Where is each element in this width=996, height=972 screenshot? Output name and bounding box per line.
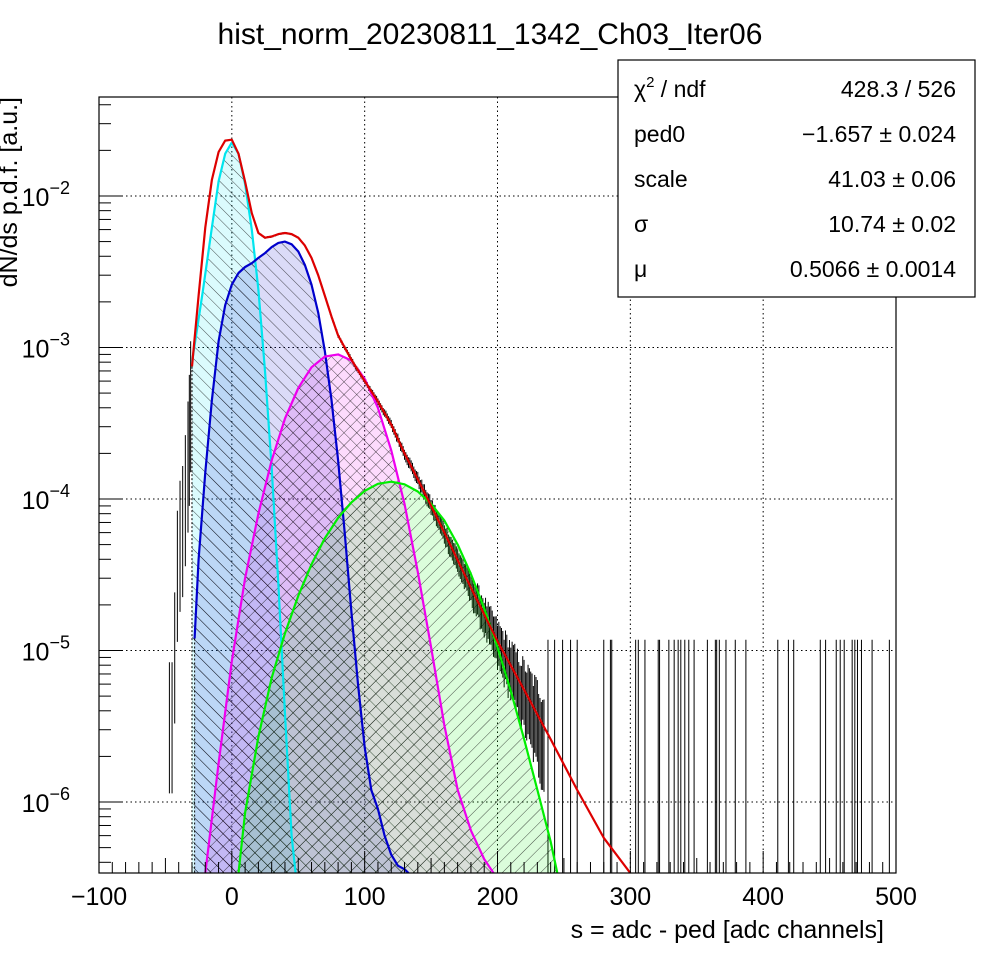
y-axis-label: dN/ds p.d.f. [a.u.] bbox=[0, 97, 23, 287]
stats-label: scale bbox=[634, 166, 688, 192]
y-axis-ticks: 10−6 10−5 10−4 10−3 10−2 bbox=[22, 104, 123, 863]
stats-label: χ2 / ndf bbox=[634, 74, 706, 102]
x-tick-label: 400 bbox=[742, 883, 784, 911]
fit-curve-3 bbox=[237, 480, 559, 873]
x-tick-label: −100 bbox=[71, 883, 127, 911]
fit-curves bbox=[190, 138, 632, 873]
x-tick-label: 500 bbox=[875, 883, 917, 911]
x-axis-label: s = adc - ped [adc channels] bbox=[571, 916, 884, 944]
stats-value: 428.3 / 526 bbox=[841, 76, 956, 102]
fit-curve-0 bbox=[190, 141, 297, 873]
stats-value: 41.03 ± 0.06 bbox=[828, 166, 956, 192]
y-tick-label: 10−2 bbox=[22, 178, 70, 212]
histogram-data-points bbox=[168, 139, 890, 873]
stats-box-frame bbox=[617, 59, 976, 298]
fit-statistics-box: χ2 / ndf 428.3 / 526 ped0 −1.657 ± 0.024 sca… bbox=[617, 59, 976, 298]
stats-label: σ bbox=[634, 211, 648, 237]
x-tick-label: 100 bbox=[344, 883, 386, 911]
x-axis-ticks: −100 0 100 200 300 400 500 bbox=[71, 851, 917, 911]
stats-value: 10.74 ± 0.02 bbox=[828, 211, 956, 237]
chart-title: hist_norm_20230811_1342_Ch03_Iter06 bbox=[218, 18, 763, 51]
stats-label: μ bbox=[634, 256, 647, 282]
stats-value: 0.5066 ± 0.0014 bbox=[790, 256, 956, 282]
component-fills bbox=[191, 142, 558, 873]
y-tick-label: 10−6 bbox=[22, 784, 70, 818]
fit-curve-1 bbox=[193, 240, 410, 873]
y-tick-label: 10−3 bbox=[22, 329, 70, 363]
stats-label: ped0 bbox=[634, 121, 685, 147]
x-tick-label: 200 bbox=[477, 883, 519, 911]
x-tick-label: 0 bbox=[225, 883, 239, 911]
component-hatch bbox=[238, 481, 558, 873]
y-tick-label: 10−5 bbox=[22, 633, 70, 667]
x-tick-label: 300 bbox=[609, 883, 651, 911]
fit-curve-4 bbox=[190, 138, 632, 873]
stats-value: −1.657 ± 0.024 bbox=[802, 121, 956, 147]
y-tick-label: 10−4 bbox=[22, 481, 70, 515]
